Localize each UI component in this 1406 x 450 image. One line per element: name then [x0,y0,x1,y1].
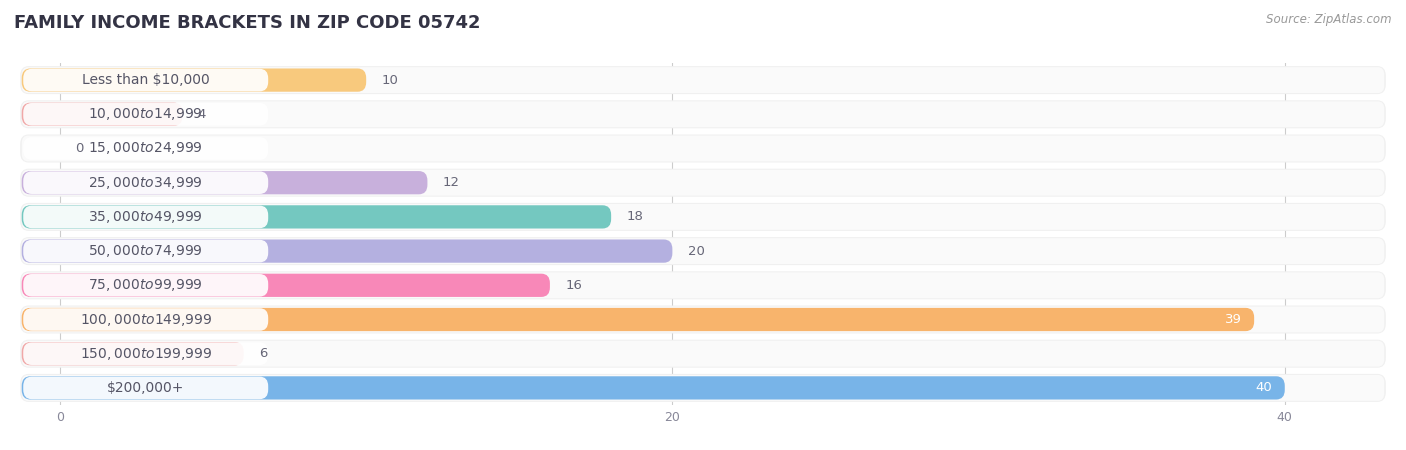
FancyBboxPatch shape [21,376,1285,400]
FancyBboxPatch shape [24,137,269,160]
FancyBboxPatch shape [21,375,1385,401]
Text: $10,000 to $14,999: $10,000 to $14,999 [89,106,202,122]
Text: 18: 18 [627,211,644,223]
Text: 10: 10 [381,74,398,86]
FancyBboxPatch shape [21,171,427,194]
FancyBboxPatch shape [20,66,1386,94]
FancyBboxPatch shape [21,103,183,126]
FancyBboxPatch shape [24,171,269,194]
FancyBboxPatch shape [20,374,1386,402]
Text: $35,000 to $49,999: $35,000 to $49,999 [89,209,202,225]
Text: Less than $10,000: Less than $10,000 [82,73,209,87]
Text: 6: 6 [259,347,267,360]
Text: $50,000 to $74,999: $50,000 to $74,999 [89,243,202,259]
Text: 20: 20 [688,245,704,257]
FancyBboxPatch shape [21,306,1385,333]
FancyBboxPatch shape [24,206,269,228]
FancyBboxPatch shape [24,240,269,262]
FancyBboxPatch shape [20,306,1386,333]
FancyBboxPatch shape [24,377,269,399]
Text: 40: 40 [1256,382,1272,394]
FancyBboxPatch shape [21,274,550,297]
FancyBboxPatch shape [24,342,269,365]
Text: 16: 16 [565,279,582,292]
FancyBboxPatch shape [20,169,1386,197]
Text: $200,000+: $200,000+ [107,381,184,395]
Text: $25,000 to $34,999: $25,000 to $34,999 [89,175,202,191]
Text: 4: 4 [198,108,207,121]
Text: Source: ZipAtlas.com: Source: ZipAtlas.com [1267,14,1392,27]
FancyBboxPatch shape [21,170,1385,196]
FancyBboxPatch shape [21,101,1385,127]
FancyBboxPatch shape [20,203,1386,231]
Text: $150,000 to $199,999: $150,000 to $199,999 [80,346,212,362]
FancyBboxPatch shape [21,239,672,263]
FancyBboxPatch shape [21,341,1385,367]
FancyBboxPatch shape [20,271,1386,299]
Text: 39: 39 [1225,313,1241,326]
FancyBboxPatch shape [21,204,1385,230]
Text: FAMILY INCOME BRACKETS IN ZIP CODE 05742: FAMILY INCOME BRACKETS IN ZIP CODE 05742 [14,14,481,32]
FancyBboxPatch shape [21,308,1254,331]
FancyBboxPatch shape [20,340,1386,368]
FancyBboxPatch shape [24,274,269,297]
Text: $100,000 to $149,999: $100,000 to $149,999 [80,311,212,328]
FancyBboxPatch shape [24,308,269,331]
FancyBboxPatch shape [24,103,269,126]
FancyBboxPatch shape [21,205,612,229]
Text: 12: 12 [443,176,460,189]
FancyBboxPatch shape [21,272,1385,298]
Text: $15,000 to $24,999: $15,000 to $24,999 [89,140,202,157]
FancyBboxPatch shape [21,342,243,365]
FancyBboxPatch shape [21,68,366,92]
FancyBboxPatch shape [20,135,1386,162]
FancyBboxPatch shape [20,100,1386,128]
FancyBboxPatch shape [21,67,1385,93]
FancyBboxPatch shape [21,135,1385,162]
FancyBboxPatch shape [20,237,1386,265]
Text: $75,000 to $99,999: $75,000 to $99,999 [89,277,202,293]
FancyBboxPatch shape [21,238,1385,264]
FancyBboxPatch shape [24,69,269,91]
Text: 0: 0 [76,142,84,155]
